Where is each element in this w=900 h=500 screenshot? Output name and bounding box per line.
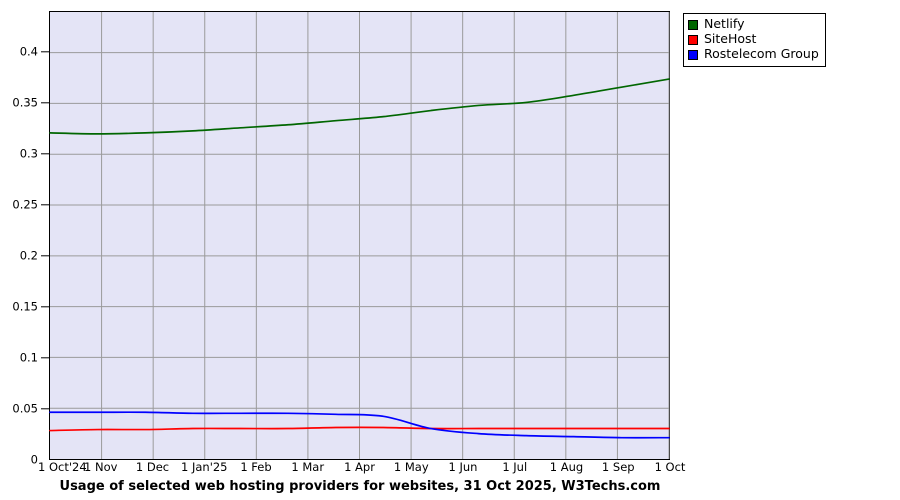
y-axis-tick-label: 0: [30, 452, 38, 467]
series-line-sitehost: [49, 426, 670, 432]
legend-item-label: Netlify: [704, 16, 745, 32]
x-axis-tick-label: 1 Feb: [240, 460, 272, 474]
y-axis-tick-label: 0.25: [12, 197, 38, 212]
y-axis-tick-label: 0.05: [12, 401, 38, 416]
y-axis-tick-label: 0.4: [19, 44, 38, 59]
y-axis-tick-label: 0.35: [12, 95, 38, 110]
gridlines: [50, 12, 670, 459]
legend-item[interactable]: Rostelecom Group: [688, 47, 819, 62]
x-axis-tick-label: 1 Jul: [502, 460, 528, 474]
x-axis-tick-label: 1 Jan'25: [181, 460, 228, 474]
x-axis-tick-label: 1 Jun: [448, 460, 478, 474]
series-lines: [49, 78, 670, 439]
y-axis-tick-label: 0.3: [19, 146, 38, 161]
series-line-rostelecom-group: [49, 411, 670, 439]
x-axis-tick-label: 1 May: [393, 460, 429, 474]
x-axis-tick-label: 1 Sep: [601, 460, 635, 474]
x-axis-tick-label: 1 Aug: [549, 460, 584, 474]
y-axis-tick-label: 0.2: [19, 248, 38, 263]
y-axis-tick-mark: [41, 357, 49, 359]
y-axis-tick-label: 0.15: [12, 299, 38, 314]
y-axis: 0 0.05 0.1 0.15 0.2 0.25 0.3 0.35 0.4: [0, 0, 38, 500]
plot-area: [49, 11, 670, 460]
x-axis-tick-label: 1 Nov: [84, 460, 118, 474]
y-axis-tick-mark: [41, 153, 49, 155]
legend-item-label: Rostelecom Group: [704, 46, 819, 62]
legend-item-label: SiteHost: [704, 31, 757, 47]
x-axis-tick-label: 1 Oct: [654, 460, 686, 474]
legend-item[interactable]: Netlify: [688, 17, 819, 32]
x-axis-tick-label: 1 Apr: [344, 460, 375, 474]
y-axis-tick-mark: [41, 51, 49, 53]
legend-color-swatch: [688, 49, 698, 60]
y-axis-tick-mark: [41, 102, 49, 104]
series-line-netlify: [49, 78, 670, 135]
y-axis-tick-mark: [41, 255, 49, 257]
x-axis-tick-label: 1 Oct'24: [38, 460, 87, 474]
chart-legend: Netlify SiteHost Rostelecom Group: [683, 13, 826, 67]
y-axis-tick-mark: [41, 204, 49, 206]
x-axis-tick-label: 1 Mar: [291, 460, 325, 474]
y-axis-tick-label: 0.1: [19, 350, 38, 365]
legend-item[interactable]: SiteHost: [688, 32, 819, 47]
legend-color-swatch: [688, 19, 698, 30]
x-axis-tick-label: 1 Dec: [135, 460, 170, 474]
y-axis-tick-mark: [41, 408, 49, 410]
y-axis-tick-mark: [41, 306, 49, 308]
legend-color-swatch: [688, 34, 698, 45]
chart-caption: Usage of selected web hosting providers …: [59, 479, 661, 494]
